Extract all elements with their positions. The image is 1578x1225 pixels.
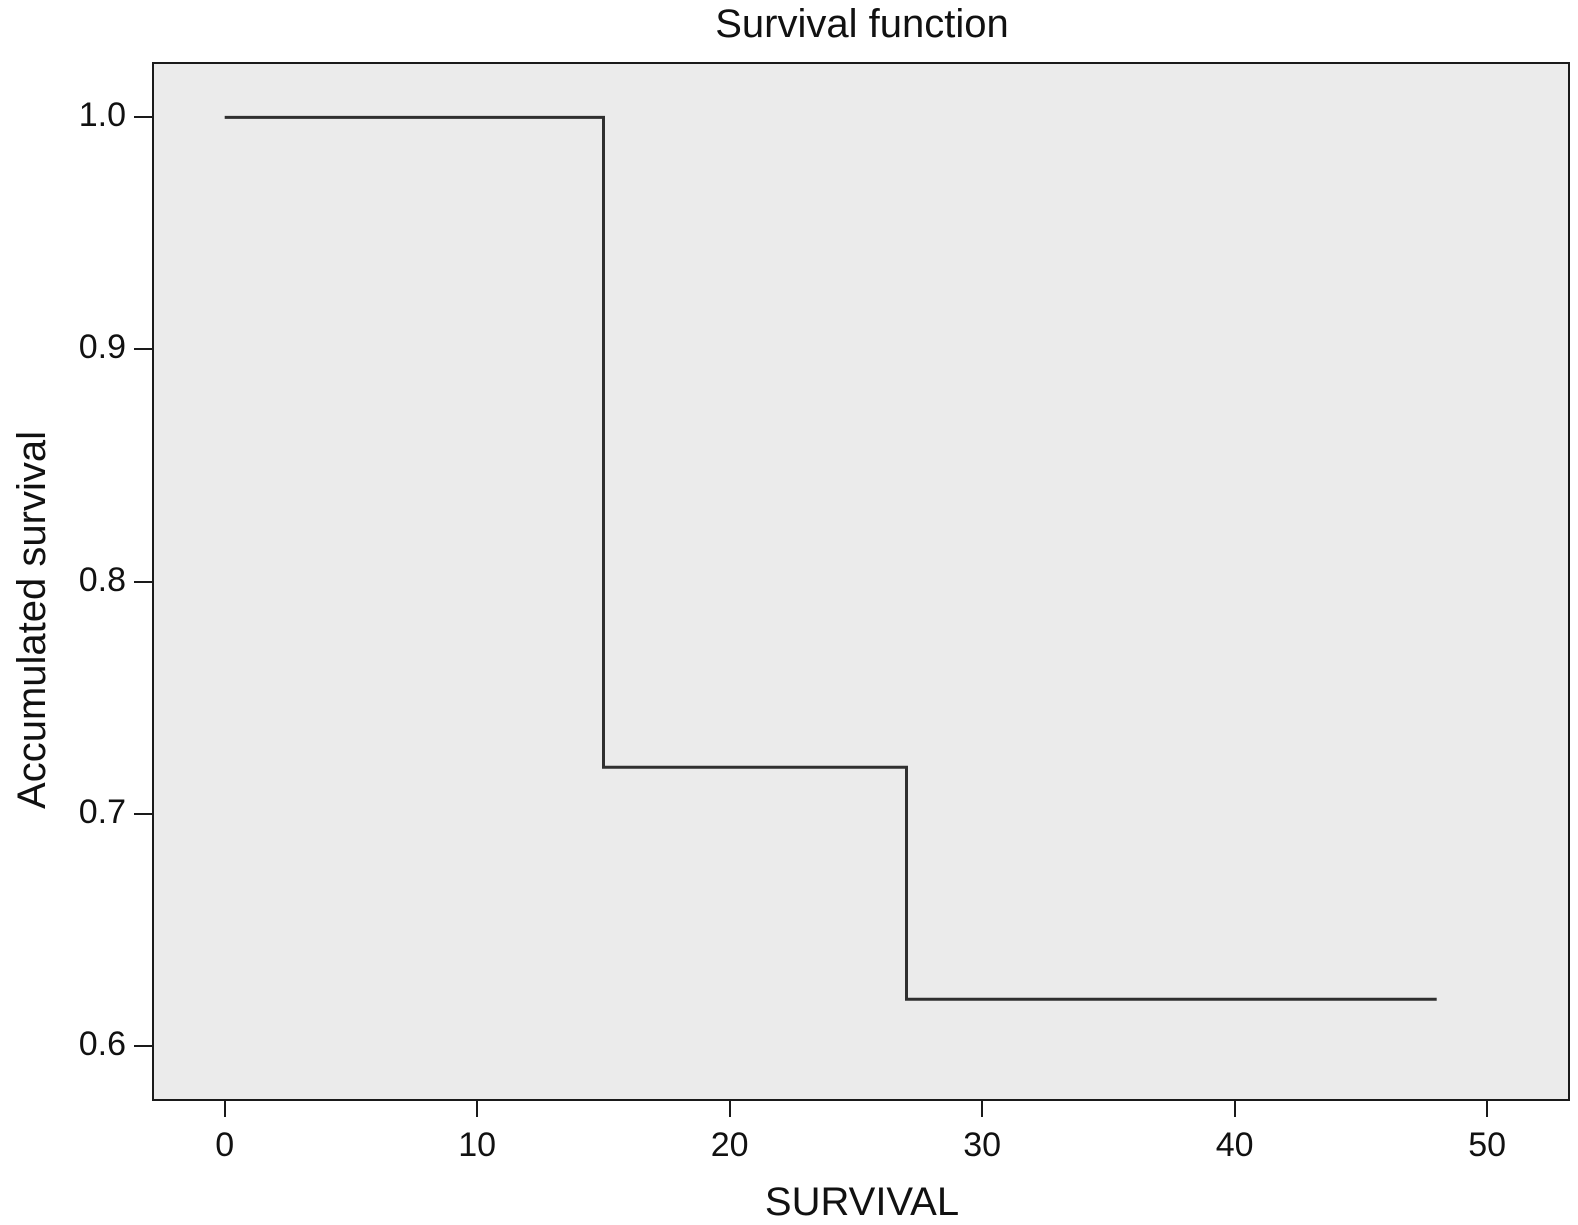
x-axis-tick — [1486, 1101, 1489, 1117]
x-tick-label: 20 — [710, 1126, 749, 1164]
x-axis-tick — [1233, 1101, 1236, 1117]
y-axis-tick — [134, 116, 152, 119]
y-axis-tick — [134, 580, 152, 583]
y-axis-tick — [134, 812, 152, 815]
x-tick-label: 30 — [963, 1126, 1002, 1164]
chart-title: Survival function — [715, 2, 1009, 46]
y-tick-label: 0.6 — [78, 1024, 126, 1063]
x-axis-tick — [728, 1101, 731, 1117]
plot-area — [152, 62, 1570, 1101]
x-tick-label: 50 — [1468, 1126, 1507, 1164]
y-tick-label: 0.9 — [78, 328, 126, 367]
y-tick-label: 1.0 — [78, 96, 126, 135]
y-axis-tick — [134, 348, 152, 351]
x-axis-title: SURVIVAL — [764, 1180, 960, 1224]
x-axis-tick — [476, 1101, 479, 1117]
y-tick-label: 0.8 — [78, 560, 126, 599]
survival-curve — [224, 115, 1437, 1001]
x-axis-tick — [223, 1101, 226, 1117]
y-tick-label: 0.7 — [78, 792, 126, 831]
x-axis-tick — [981, 1101, 984, 1117]
x-tick-label: 0 — [215, 1126, 235, 1164]
survival-curve-line — [224, 115, 1437, 1001]
y-axis-tick — [134, 1044, 152, 1047]
x-tick-label: 40 — [1215, 1126, 1254, 1164]
x-tick-label: 10 — [458, 1126, 497, 1164]
